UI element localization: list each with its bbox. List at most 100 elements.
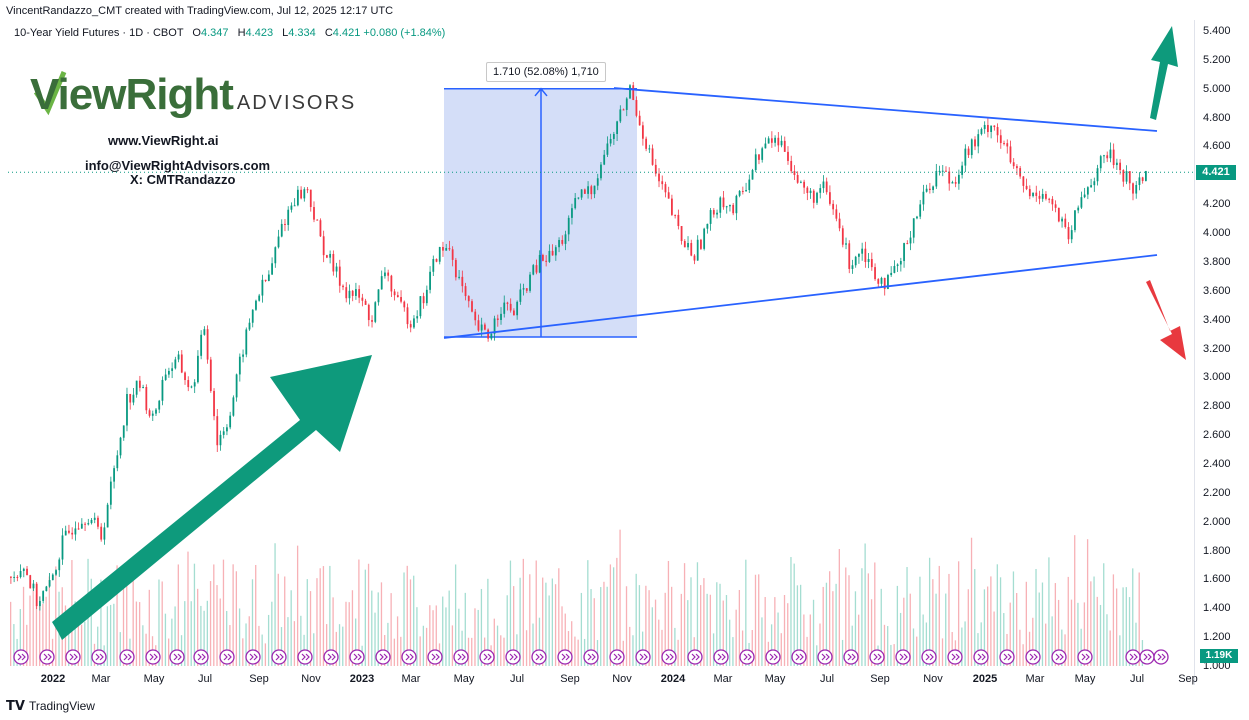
candle-body <box>558 239 560 248</box>
volume-bar <box>180 635 183 666</box>
volume-bar <box>1138 572 1140 666</box>
candle-body <box>274 247 277 264</box>
candle-body <box>1135 184 1138 194</box>
volume-bar <box>422 625 425 666</box>
candle-body <box>1077 207 1080 211</box>
price-tick: 4.600 <box>1203 140 1231 153</box>
time-tick: Sep <box>870 673 890 685</box>
candlesticks <box>10 81 1147 611</box>
tradingview-brand: TradingView <box>28 699 95 713</box>
chart-header: VincentRandazzo_CMT created with Trading… <box>6 5 394 17</box>
candle-body <box>74 528 77 535</box>
candle-body <box>158 400 161 410</box>
volume-bar <box>174 606 176 666</box>
volume-bar <box>332 597 334 666</box>
candle-body <box>1048 198 1051 200</box>
candle-body <box>729 204 731 207</box>
candle-body <box>825 181 828 193</box>
candle-body <box>1038 195 1041 199</box>
volume-bar <box>416 607 418 666</box>
candle-body <box>206 329 209 360</box>
drawings <box>8 26 1194 640</box>
volume-bar <box>193 563 196 666</box>
candle-body <box>1103 155 1105 157</box>
candle-body <box>796 174 799 183</box>
candle-body <box>235 374 238 398</box>
candle-body <box>32 583 35 589</box>
candle-body <box>700 239 702 249</box>
volume-bar <box>1009 602 1011 666</box>
candle-body <box>687 243 689 248</box>
volume-bar <box>838 548 840 666</box>
volume-bar <box>1067 576 1069 666</box>
candle-body <box>16 576 19 578</box>
volume-bar <box>45 596 47 666</box>
volume-bar <box>716 582 718 666</box>
candle-body <box>712 210 715 215</box>
price-axis[interactable]: 5.4005.2005.0004.8004.6004.4004.2004.000… <box>1194 20 1249 685</box>
time-tick: Jul <box>197 673 213 685</box>
volume-bar <box>68 608 70 666</box>
event-marker-chevron <box>43 653 48 661</box>
candle-body <box>509 303 512 311</box>
price-tick: 1.400 <box>1203 602 1231 615</box>
candle-body <box>90 519 93 524</box>
volume-bar <box>135 601 138 666</box>
candle-body <box>1006 143 1009 147</box>
candle-body <box>822 181 825 189</box>
volume-bar <box>883 624 886 666</box>
symbol-name[interactable]: 10-Year Yield Futures · 1D · CBOT <box>14 27 184 39</box>
volume-bar <box>870 599 873 666</box>
volume-bar <box>35 594 38 666</box>
volume-bar <box>448 590 450 666</box>
candle-body <box>358 289 361 298</box>
candle-body <box>838 218 841 229</box>
volume-bar <box>874 562 876 666</box>
volume-bar <box>812 599 815 666</box>
candle-body <box>374 302 377 322</box>
open-value: 4.347 <box>200 27 229 39</box>
candle-body <box>587 186 589 194</box>
candle-body <box>255 300 257 310</box>
candle-body <box>741 190 744 192</box>
volume-bar <box>309 591 312 666</box>
time-tick: Mar <box>401 673 421 685</box>
event-marker-chevron <box>691 653 696 661</box>
volume-bar <box>887 626 889 666</box>
event-marker-chevron <box>1129 653 1134 661</box>
candle-body <box>848 243 851 269</box>
volume-bar <box>39 596 41 666</box>
candle-body <box>174 359 177 369</box>
candle-body <box>619 109 622 122</box>
candle-body <box>803 181 806 188</box>
event-marker-chevron <box>173 653 178 661</box>
volume-bar <box>142 625 144 666</box>
candle-body <box>203 329 206 335</box>
candle-body <box>548 250 551 262</box>
event-marker-chevron <box>383 653 388 661</box>
volume-bar <box>345 601 347 666</box>
event-marker-chevron <box>1033 653 1038 661</box>
volume-bar <box>97 626 99 666</box>
volume-bar <box>629 626 631 666</box>
volume-bar <box>777 612 779 666</box>
event-marker-chevron <box>227 653 232 661</box>
candle-body <box>119 437 122 456</box>
candle-body <box>574 198 577 209</box>
volume-bar <box>912 628 915 666</box>
candle-body <box>280 223 283 237</box>
volume-bar <box>609 564 612 666</box>
time-tick: Jul <box>509 673 525 685</box>
volume-bar <box>1022 644 1024 666</box>
price-tick: 1.800 <box>1203 544 1231 557</box>
volume-bar <box>925 622 928 666</box>
candle-body <box>213 390 215 417</box>
candle-body <box>922 191 925 205</box>
volume-bar <box>867 573 869 666</box>
candle-body <box>516 301 519 316</box>
volume-bar <box>680 593 682 666</box>
red-arrow <box>1146 280 1186 360</box>
candle-body <box>609 138 612 144</box>
candle-body <box>435 259 438 262</box>
